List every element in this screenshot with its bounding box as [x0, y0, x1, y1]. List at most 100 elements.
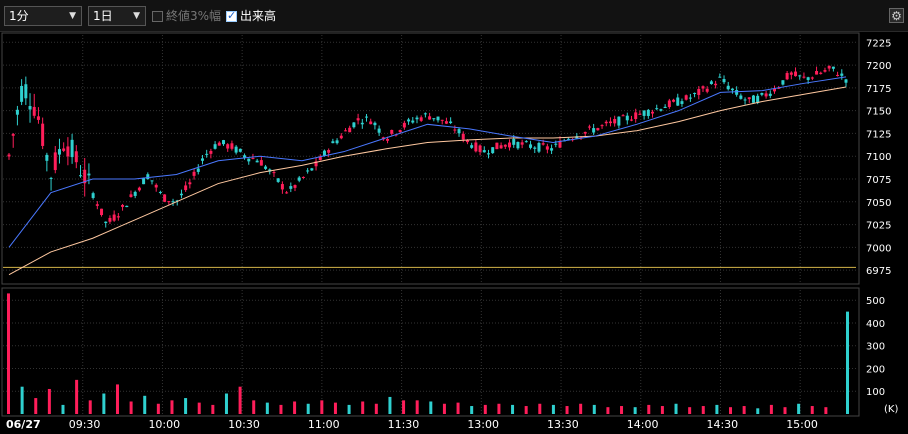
time-tick-label: 14:30 — [706, 418, 738, 431]
volume-bar — [483, 404, 487, 414]
candle-body — [550, 148, 554, 151]
candle-body — [53, 152, 57, 171]
candle-body — [108, 217, 112, 222]
candle-body — [474, 142, 478, 152]
candle-body — [651, 111, 655, 114]
time-tick-label: 06/27 — [6, 418, 41, 431]
volume-unit-label: (K) — [884, 404, 898, 415]
volume-bar — [415, 400, 419, 414]
candle-body — [293, 185, 297, 188]
chart-toolbar: 1分 ▼ 1日 ▼ 終値3%幅 出来高 ⚙ — [0, 0, 908, 32]
period-select[interactable]: 1日 ▼ — [88, 6, 146, 26]
candle-body — [154, 184, 158, 188]
volume-bar — [846, 311, 849, 414]
candle-body — [558, 140, 562, 148]
candle-body — [348, 127, 352, 133]
candle-body — [407, 119, 411, 122]
candle-body — [213, 144, 217, 149]
moving-average-lines — [8, 76, 847, 276]
candle-body — [781, 80, 785, 85]
candle-body — [701, 86, 705, 89]
candle-body — [794, 71, 798, 77]
candle-body — [116, 216, 120, 218]
candle-body — [810, 77, 814, 79]
candle-body — [693, 92, 697, 94]
candle-body — [62, 148, 66, 151]
volume-bar — [633, 407, 637, 414]
close-range-checkbox[interactable]: 終値3%幅 — [152, 8, 221, 24]
volume-tick-label: 100 — [866, 387, 885, 398]
candle-body — [339, 135, 343, 139]
candle-body — [251, 157, 255, 159]
candle-body — [7, 154, 11, 157]
close-range-label: 終値3%幅 — [166, 9, 222, 23]
checkbox-checked-icon — [226, 8, 237, 24]
candle-body — [625, 115, 629, 121]
candle-body — [735, 90, 739, 95]
candle-body — [751, 95, 755, 103]
volume-bar — [606, 407, 610, 414]
candle-body — [709, 81, 713, 85]
volume-bar — [129, 401, 133, 414]
candle-body — [66, 146, 70, 157]
price-tick-label: 6975 — [866, 266, 891, 277]
candle-body — [331, 141, 335, 144]
time-axis-labels: 06/27 09:30 10:00 10:30 11:00 11:30 13:00 13:30… — [6, 418, 818, 431]
price-tick-label: 7100 — [866, 152, 891, 163]
time-tick-label: 11:00 — [308, 418, 340, 431]
volume-bar — [511, 404, 515, 414]
price-tick-label: 7125 — [866, 129, 891, 140]
price-tick-label: 7000 — [866, 243, 891, 254]
volume-bar — [592, 404, 596, 414]
volume-bar — [34, 398, 38, 414]
candle-body — [646, 109, 650, 116]
candle-body — [179, 193, 183, 196]
candle-body — [604, 121, 608, 124]
candle-body — [503, 144, 507, 147]
volume-bar — [715, 404, 719, 414]
candle-body — [398, 130, 402, 133]
candle-body — [356, 118, 360, 121]
candle-body — [638, 113, 642, 115]
candle-body — [184, 185, 188, 191]
candle-body — [777, 87, 781, 89]
candle-body — [125, 205, 129, 208]
candle-body — [390, 129, 394, 134]
interval-select[interactable]: 1分 ▼ — [4, 6, 82, 26]
candle-body — [541, 143, 545, 145]
price-tick-label: 7200 — [866, 61, 891, 72]
candle-body — [150, 180, 154, 182]
candle-body — [634, 112, 638, 120]
candle-body — [314, 161, 318, 167]
candle-body — [129, 194, 133, 198]
candle-body — [747, 97, 751, 100]
volume-label: 出来高 — [240, 9, 277, 23]
candle-body — [554, 143, 558, 145]
gear-icon[interactable]: ⚙ — [889, 8, 904, 23]
candle-body — [217, 142, 221, 146]
candle-body — [486, 153, 490, 155]
chevron-down-icon: ▼ — [69, 11, 76, 21]
candle-body — [255, 160, 259, 163]
candle-body — [289, 186, 293, 189]
candle-body — [272, 172, 276, 174]
candle-body — [819, 72, 823, 74]
volume-bar — [320, 400, 324, 414]
candle-body — [491, 147, 495, 154]
candle-body — [680, 101, 684, 104]
candle-body — [676, 97, 680, 106]
candle-body — [697, 88, 701, 95]
candle-body — [840, 73, 844, 76]
volume-bar — [224, 393, 228, 414]
candle-body — [327, 150, 331, 153]
candle-body — [318, 156, 322, 161]
candle-body — [440, 119, 444, 121]
volume-checkbox[interactable]: 出来高 — [226, 8, 276, 24]
candle-body — [259, 160, 263, 166]
candle-body — [163, 194, 167, 202]
candle-body — [667, 100, 671, 108]
volume-bar — [75, 379, 79, 414]
volume-bar — [742, 406, 746, 414]
candle-body — [499, 145, 503, 149]
candle-body — [449, 121, 453, 124]
